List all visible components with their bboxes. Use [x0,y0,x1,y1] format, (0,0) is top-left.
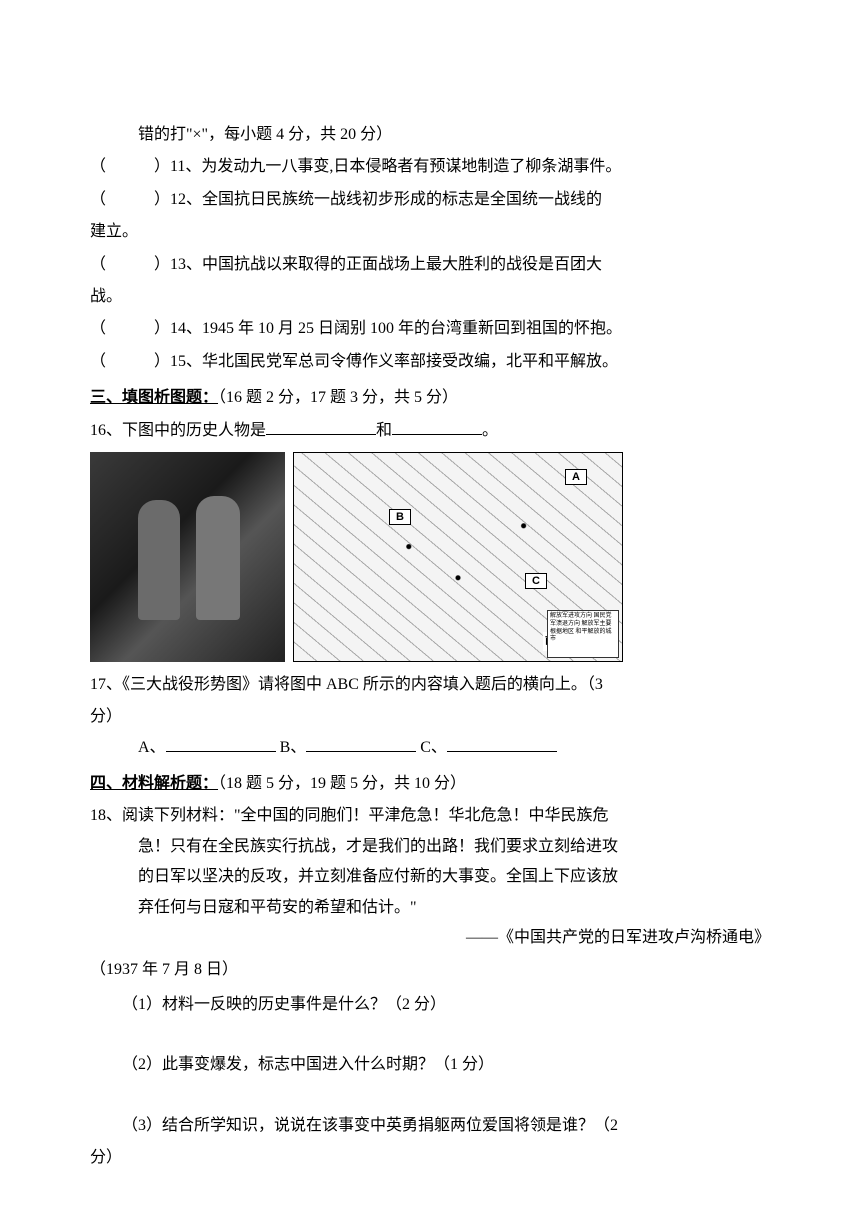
q17-b: 分） [90,702,770,732]
q16-prefix: 16、下图中的历史人物是 [90,422,266,439]
ans-b-label: B、 [280,739,307,756]
q16-mid: 和 [376,422,392,439]
q18-l4: 弃任何与日寇和平苟安的希望和估计。" [90,893,770,923]
ans-b-blank[interactable] [306,734,416,752]
ans-c-blank[interactable] [447,734,557,752]
judge-q13-b: 战。 [90,282,770,312]
q18-sub2: （2）此事变爆发，标志中国进入什么时期？（1 分） [90,1050,770,1080]
q17-a: 17、《三大战役形势图》请将图中 ABC 所示的内容填入题后的横向上。（3 [90,670,770,700]
q16-suffix: 。 [482,422,498,439]
ans-a-label: A、 [138,739,166,756]
q18-l3: 的日军以坚决的反攻，并立刻准备应付新的大事变。全国上下应该放 [90,862,770,892]
q18-source: ——《中国共产党的日军进攻卢沟桥通电》 [90,923,770,953]
q16: 16、下图中的历史人物是 和 。 [90,416,770,446]
map-label-b: B [389,509,411,525]
section3-heading-bold: 三、填图析图题： [90,389,218,406]
gap1 [90,1020,770,1046]
section4-heading-rest: （18 题 5 分，19 题 5 分，共 10 分） [218,775,466,792]
judge-q12-b: 建立。 [90,217,770,247]
q18-date: （1937 年 7 月 8 日） [90,955,770,985]
judge-q15: （ ）15、华北国民党军总司令傅作义率部接受改编，北平和平解放。 [90,347,770,377]
q16-blank2[interactable] [392,417,482,435]
q17-answers: A、 B、 C、 [90,733,770,763]
section4-heading: 四、材料解析题：（18 题 5 分，19 题 5 分，共 10 分） [90,769,770,799]
q16-blank1[interactable] [266,417,376,435]
header-tail: 错的打"×"，每小题 4 分，共 20 分） [90,120,770,150]
ans-a-blank[interactable] [166,734,276,752]
q18-sub1: （1）材料一反映的历史事件是什么？（2 分） [90,990,770,1020]
section3-heading-rest: （16 题 2 分，17 题 3 分，共 5 分） [218,389,458,406]
ans-c-label: C、 [420,739,447,756]
judge-q11: （ ）11、为发动九一八事变,日本侵略者有预谋地制造了柳条湖事件。 [90,152,770,182]
map-label-a: A [565,469,587,485]
section4-heading-bold: 四、材料解析题： [90,775,218,792]
judge-q13-a: （ ）13、中国抗战以来取得的正面战场上最大胜利的战役是百团大 [90,250,770,280]
section3-heading: 三、填图析图题：（16 题 2 分，17 题 3 分，共 5 分） [90,383,770,413]
campaign-map: A B C 南京 解放军进攻方向 国民党军溃退方向 解放军主要根据地区 和平解放… [293,452,623,662]
judge-q12-a: （ ）12、全国抗日民族统一战线初步形成的标志是全国统一战线的 [90,185,770,215]
map-legend: 解放军进攻方向 国民党军溃退方向 解放军主要根据地区 和平解放的城市 [547,610,619,658]
images-row: A B C 南京 解放军进攻方向 国民党军溃退方向 解放军主要根据地区 和平解放… [90,452,770,662]
q18-l2: 急！只有在全民族实行抗战，才是我们的出路！我们要求立刻给进攻 [90,832,770,862]
q18-sub3-b: 分） [90,1143,770,1173]
gap2 [90,1081,770,1107]
judge-q14: （ ）14、1945 年 10 月 25 日阔别 100 年的台湾重新回到祖国的… [90,314,770,344]
map-label-c: C [525,573,547,589]
q18-sub3-a: （3）结合所学知识，说说在该事变中英勇捐躯两位爱国将领是谁？（2 [90,1111,770,1141]
historical-photo [90,452,285,662]
q18-l1: 18、阅读下列材料："全中国的同胞们！平津危急！华北危急！中华民族危 [90,801,770,831]
